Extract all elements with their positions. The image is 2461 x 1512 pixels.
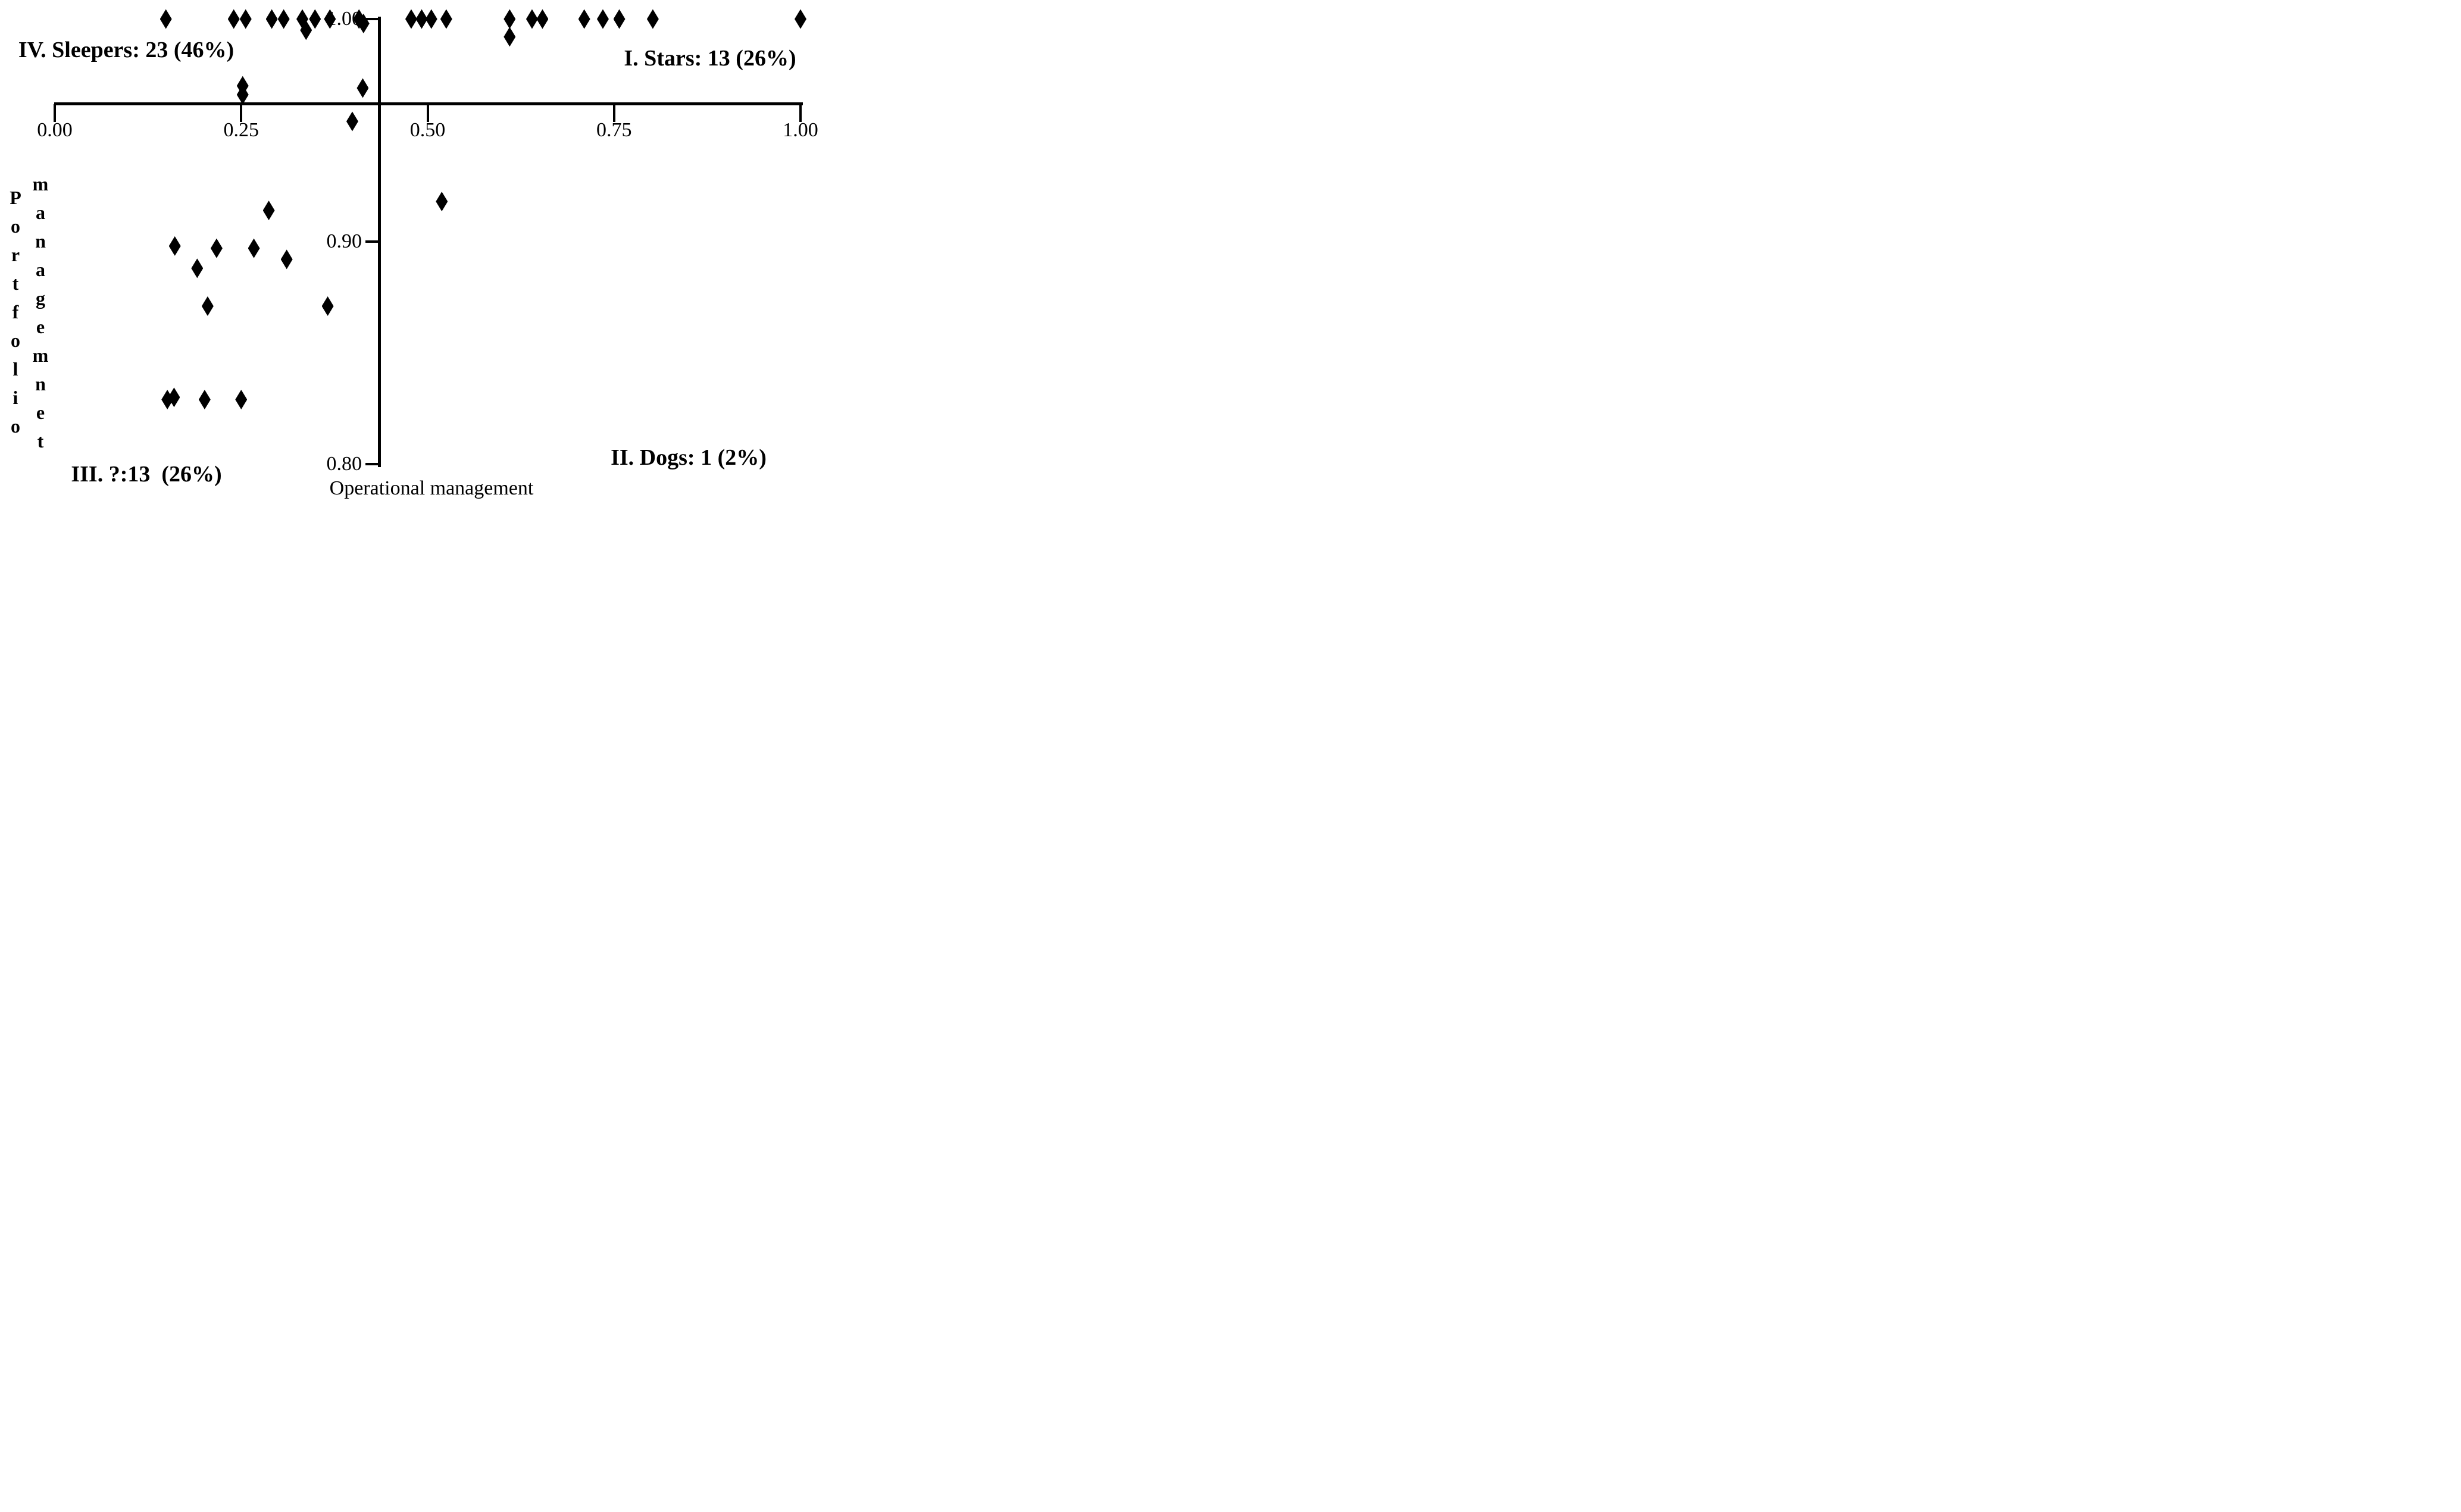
y-axis-title-letter: t <box>12 273 19 294</box>
y-axis-title-letter: n <box>35 373 46 395</box>
y-axis-tick <box>365 463 379 465</box>
data-point-diamond-stars <box>440 9 452 29</box>
data-point-diamond-stars <box>504 27 516 47</box>
data-point-diamond-stars <box>504 9 516 29</box>
data-point-diamond-sleepers <box>160 9 172 29</box>
data-point-diamond-stars <box>646 9 659 29</box>
data-point-diamond-question <box>262 201 275 221</box>
scatter-quadrant-chart: 0.00 0.25 0.50 0.75 1.00 1.00 0.90 0.80 IV. Sle… <box>0 0 820 504</box>
data-point-diamond-question <box>201 296 214 316</box>
y-axis-title-letter: e <box>36 316 45 337</box>
data-point-diamond-sleepers <box>357 78 369 98</box>
y-axis-line <box>378 17 381 467</box>
data-point-diamond-sleepers <box>277 9 290 29</box>
x-axis-tick <box>612 104 615 122</box>
y-axis-title-letter: o <box>11 415 20 437</box>
y-axis-title-letter: P <box>10 187 21 208</box>
y-axis-title-letter: t <box>37 430 44 452</box>
quadrant-label-sleepers: IV. Sleepers: 23 (46%) <box>18 37 234 62</box>
data-point-diamond-sleepers <box>357 13 370 33</box>
y-axis-title-letter: g <box>36 287 45 309</box>
data-point-diamond-sleepers <box>236 84 249 105</box>
data-point-diamond-stars <box>536 9 549 29</box>
y-axis-title-letter: e <box>36 402 45 423</box>
y-axis-title-letter: o <box>11 330 20 351</box>
data-point-diamond-sleepers <box>300 20 312 40</box>
data-point-diamond-question <box>280 249 293 270</box>
x-axis-tick <box>54 104 56 122</box>
data-point-diamond-stars <box>578 9 590 29</box>
data-point-diamond-question <box>168 387 180 408</box>
data-point-diamond-dogs <box>436 192 448 212</box>
quadrant-label-stars: I. Stars: 13 (26%) <box>624 46 796 71</box>
data-point-diamond-question <box>346 111 358 132</box>
y-axis-title-letter: f <box>12 301 19 323</box>
data-point-diamond-stars <box>415 9 428 29</box>
data-point-diamond-question <box>168 236 181 256</box>
y-axis-title-letter: n <box>35 230 46 252</box>
data-point-diamond-question <box>198 390 211 410</box>
x-axis-line <box>54 102 803 105</box>
y-axis-title-letter: r <box>11 244 20 265</box>
y-axis-title-letter: i <box>12 387 18 408</box>
x-axis-title: Operational management <box>329 477 534 499</box>
y-axis-title-letter: a <box>36 259 45 280</box>
data-point-diamond-stars <box>425 9 437 29</box>
y-axis-tick-label: 0.90 <box>326 230 362 252</box>
y-axis-tick-label: 0.80 <box>326 453 362 475</box>
data-point-diamond-stars <box>596 9 609 29</box>
y-axis-tick <box>365 240 379 243</box>
x-axis-tick-label: 0.50 <box>409 119 446 141</box>
data-point-diamond-sleepers <box>324 9 336 29</box>
y-axis-title-letter: a <box>36 202 45 223</box>
data-point-diamond-stars <box>795 9 806 29</box>
data-point-diamond-stars <box>526 9 538 29</box>
quadrant-label-question: III. ?:13 (26%) <box>71 462 222 487</box>
y-axis-tick <box>365 18 379 20</box>
data-point-diamond-stars <box>405 9 417 29</box>
x-axis-tick <box>240 104 243 122</box>
data-point-diamond-question <box>235 390 248 410</box>
x-axis-tick-label: 0.25 <box>223 119 259 141</box>
x-axis-tick-label: 0.75 <box>596 119 632 141</box>
data-point-diamond-question <box>248 238 260 258</box>
data-point-diamond-sleepers <box>239 9 252 29</box>
y-axis-title-letter: l <box>12 358 18 380</box>
data-point-diamond-sleepers <box>265 9 278 29</box>
data-point-diamond-sleepers <box>227 9 240 29</box>
data-point-diamond-question <box>210 238 223 258</box>
y-axis-title-letter: m <box>32 173 49 195</box>
data-point-diamond-question <box>191 258 204 278</box>
y-axis-title-letter: o <box>11 215 20 237</box>
y-axis-title-letter: m <box>32 345 49 366</box>
data-point-diamond-sleepers <box>309 9 321 29</box>
data-point-diamond-question <box>321 296 334 316</box>
x-axis-tick-label: 0.00 <box>37 119 73 141</box>
quadrant-label-dogs: II. Dogs: 1 (2%) <box>611 445 767 470</box>
x-axis-tick-label: 1.00 <box>783 119 818 141</box>
x-axis-tick <box>426 104 429 122</box>
data-point-diamond-stars <box>613 9 626 29</box>
x-axis-tick <box>799 104 802 122</box>
